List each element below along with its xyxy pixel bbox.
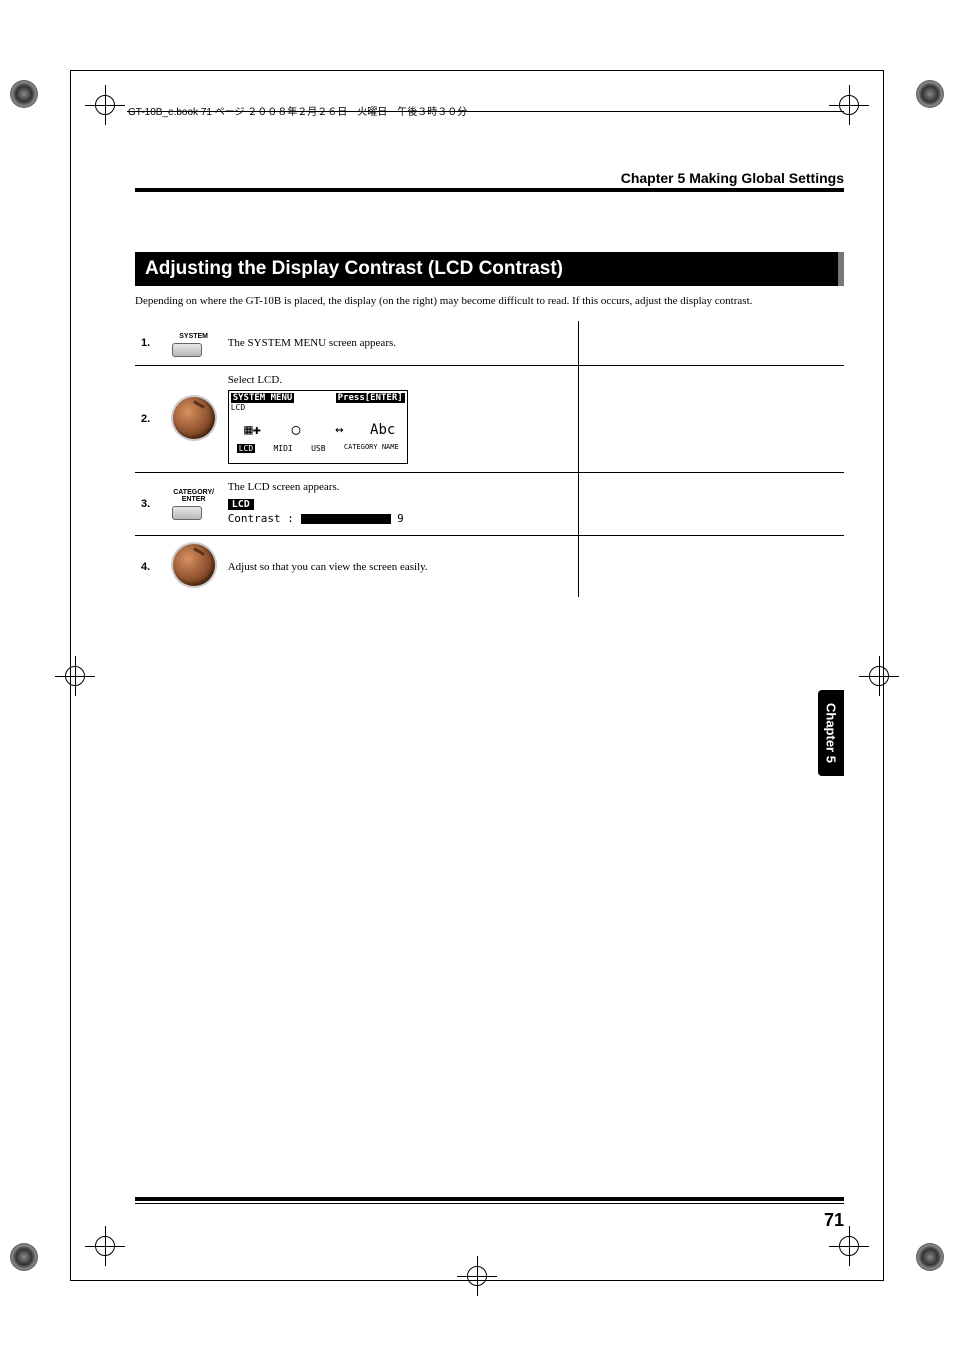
usb-menu-icon: ↔	[325, 416, 353, 444]
system-button-label: SYSTEM	[179, 333, 208, 340]
enter-button-label: CATEGORY/ ENTER	[173, 489, 214, 503]
step-icon-cell: SYSTEM	[166, 321, 222, 366]
step-description: The LCD screen appears. LCD Contrast : 9	[222, 473, 579, 536]
menu-label: CATEGORY NAME	[344, 444, 399, 453]
step-description: Adjust so that you can view the screen e…	[222, 536, 579, 598]
step-description: The SYSTEM MENU screen appears.	[222, 321, 579, 366]
step-icon-cell	[166, 536, 222, 598]
step-number: 4.	[135, 536, 166, 598]
step-right-cell	[579, 321, 844, 366]
crop-mark-br	[916, 1243, 944, 1271]
step-row: 3. CATEGORY/ ENTER The LCD screen appear…	[135, 473, 844, 536]
screen-subtitle: LCD	[231, 403, 405, 412]
step-number: 2.	[135, 366, 166, 473]
enter-button-icon	[172, 506, 202, 520]
menu-label: LCD	[237, 444, 255, 453]
crop-mark-tr	[916, 80, 944, 108]
step-right-cell	[579, 536, 844, 598]
step-row: 4. Adjust so that you can view the scree…	[135, 536, 844, 598]
crop-mark-bl	[10, 1243, 38, 1271]
lcd-tab: LCD	[228, 499, 254, 510]
midi-menu-icon: ◯	[282, 416, 310, 444]
chapter-heading-bar: Chapter 5 Making Global Settings	[135, 170, 844, 192]
lcd-contrast-bar	[301, 514, 391, 524]
step-description: Select LCD. SYSTEM MENU Press[ENTER] LCD…	[222, 366, 579, 473]
step-right-cell	[579, 366, 844, 473]
dial-icon	[173, 544, 215, 586]
screen-press-enter: Press[ENTER]	[336, 393, 405, 403]
section-title: Adjusting the Display Contrast (LCD Cont…	[135, 252, 844, 286]
book-header-rule	[127, 111, 844, 112]
step-text: The LCD screen appears.	[228, 481, 573, 493]
step-text: Select LCD.	[228, 374, 573, 386]
dial-icon	[173, 397, 215, 439]
screen-title: SYSTEM MENU	[231, 393, 295, 403]
system-button-icon	[172, 343, 202, 357]
chapter-side-tab: Chapter 5	[818, 690, 844, 776]
step-number: 3.	[135, 473, 166, 536]
intro-text: Depending on where the GT-10B is placed,…	[135, 294, 844, 309]
steps-table: 1. SYSTEM The SYSTEM MENU screen appears…	[135, 321, 844, 597]
menu-label: MIDI	[273, 444, 292, 453]
step-number: 1.	[135, 321, 166, 366]
category-menu-icon: Abc	[369, 416, 397, 444]
crop-mark-tl	[10, 80, 38, 108]
step-row: 2. Select LCD. SYSTEM MENU Press[ENTER] …	[135, 366, 844, 473]
step-row: 1. SYSTEM The SYSTEM MENU screen appears…	[135, 321, 844, 366]
step-icon-cell	[166, 366, 222, 473]
lcd-menu-icon: ▦✚	[239, 416, 267, 444]
chapter-heading: Chapter 5 Making Global Settings	[135, 170, 844, 191]
lcd-contrast-label: Contrast :	[228, 512, 294, 525]
page-number: 71	[135, 1203, 844, 1231]
system-menu-screen: SYSTEM MENU Press[ENTER] LCD ▦✚ ◯ ↔ Abc …	[228, 390, 408, 464]
page-footer: 71	[135, 1197, 844, 1231]
step-icon-cell: CATEGORY/ ENTER	[166, 473, 222, 536]
menu-label: USB	[311, 444, 325, 453]
lcd-contrast-value: 9	[397, 512, 404, 525]
step-right-cell	[579, 473, 844, 536]
lcd-contrast-screen: LCD Contrast : 9	[228, 497, 408, 527]
